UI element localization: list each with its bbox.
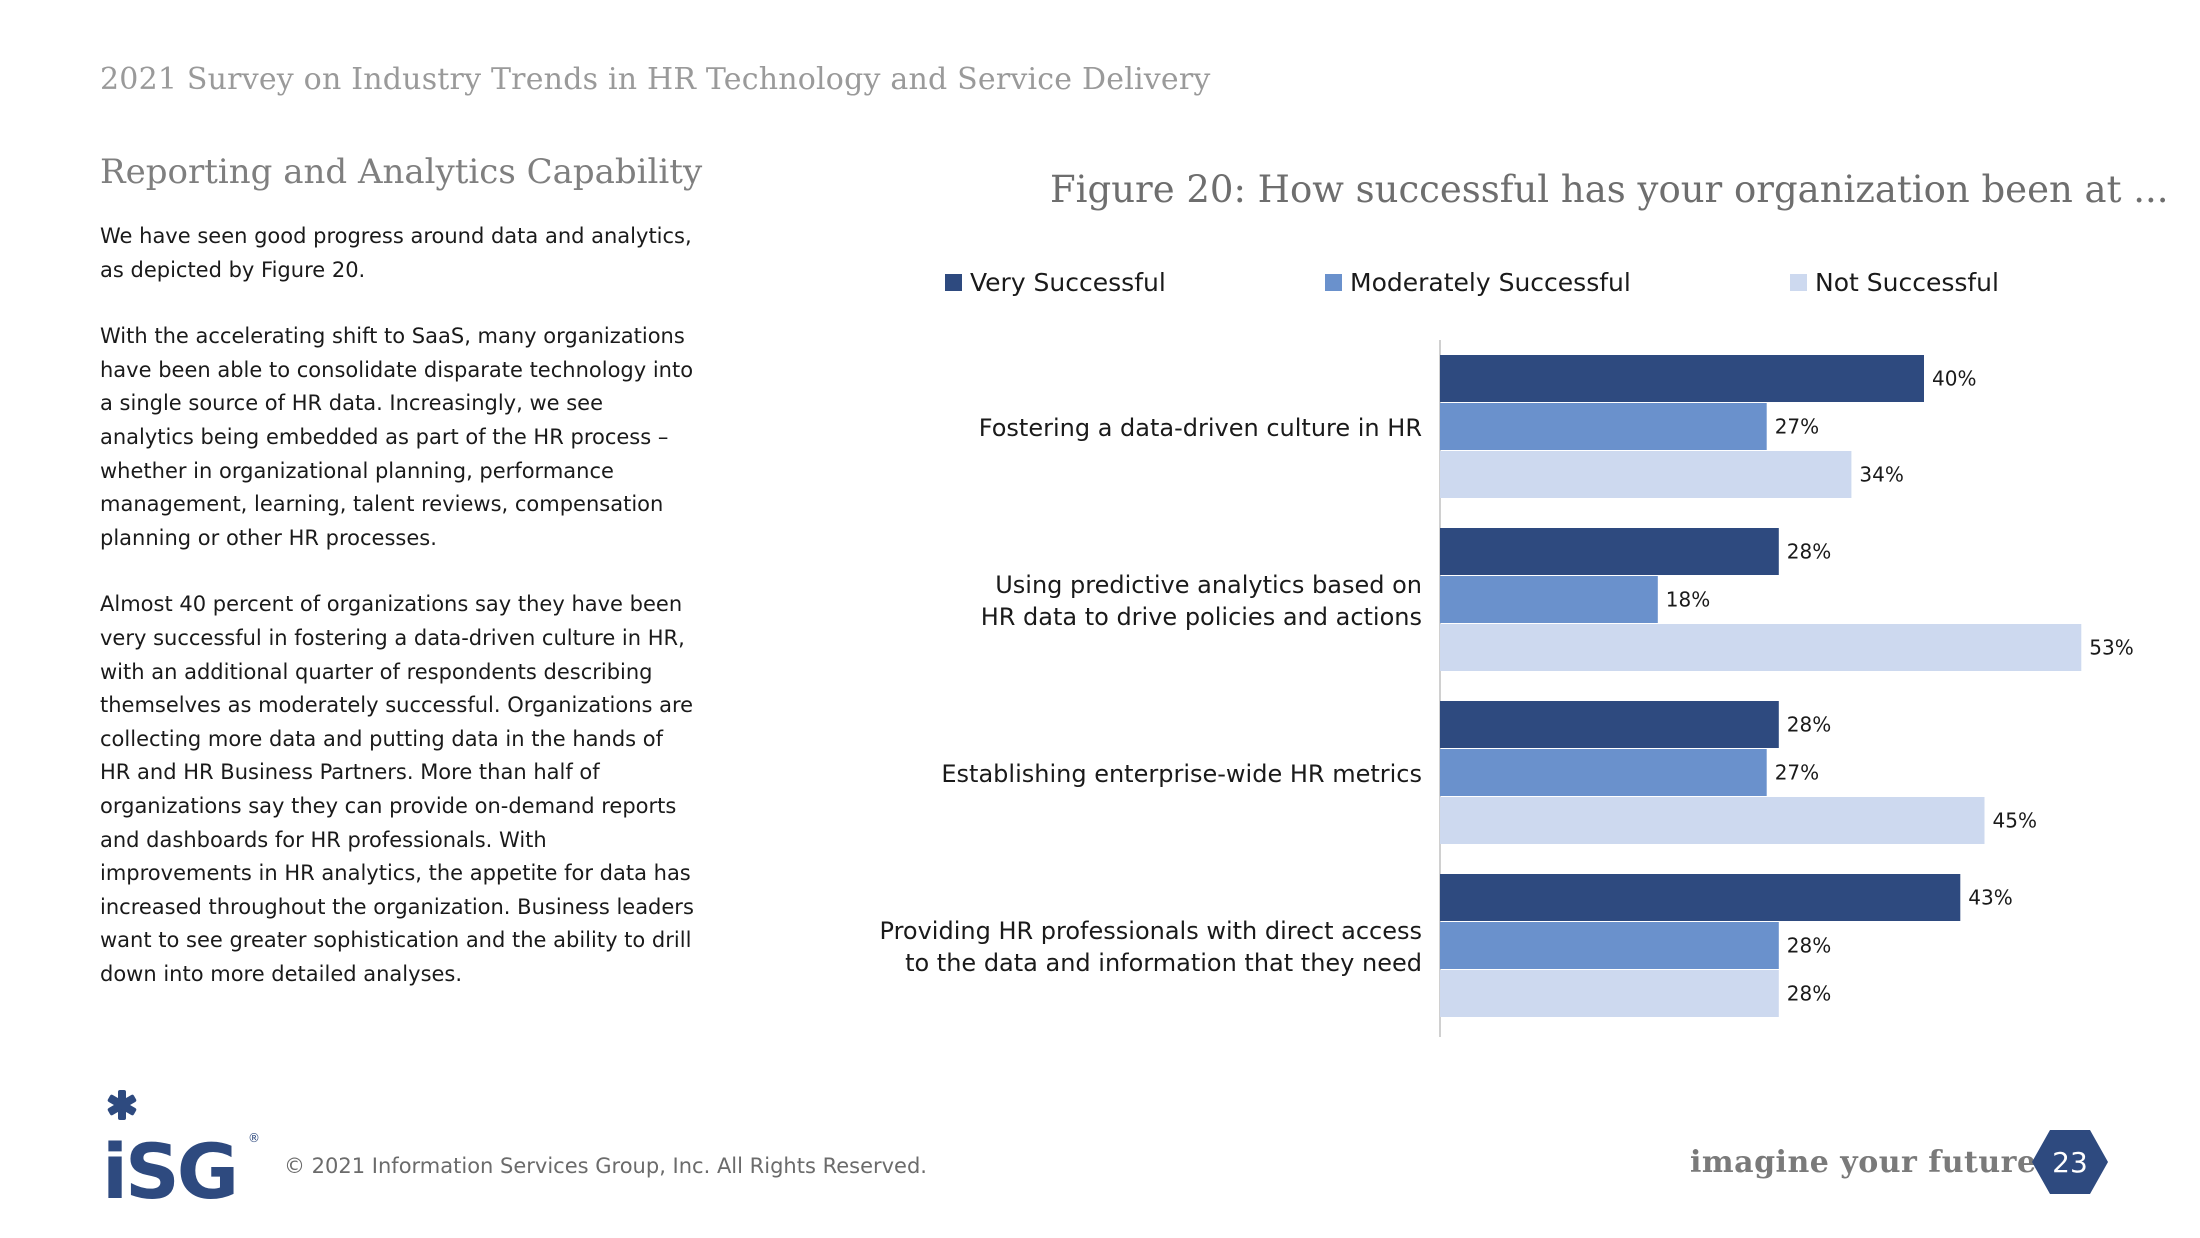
category-label: Providing HR professionals with direct a… — [880, 917, 1422, 945]
bar — [1440, 451, 1852, 498]
data-label: 27% — [1775, 415, 1819, 439]
asterisk-icon — [107, 1090, 137, 1120]
bar — [1440, 749, 1767, 796]
page-number: 23 — [2052, 1145, 2088, 1179]
bar — [1440, 355, 1924, 402]
isg-logo: iSG ® — [102, 1090, 260, 1210]
category-label: Using predictive analytics based on — [995, 571, 1422, 599]
bar — [1440, 528, 1779, 575]
bar — [1440, 576, 1658, 623]
figure-title: Figure 20: How successful has your organ… — [1050, 168, 2169, 211]
legend-item-very-successful: Very Successful — [945, 268, 1166, 297]
bar — [1440, 403, 1767, 450]
legend-label: Not Successful — [1815, 268, 1999, 297]
paragraph: We have seen good progress around data a… — [100, 224, 692, 282]
bar — [1440, 874, 1961, 921]
page-badge-hexagon — [2032, 1130, 2108, 1194]
data-label: 27% — [1775, 761, 1819, 785]
legend-label: Moderately Successful — [1350, 268, 1631, 297]
data-label: 34% — [1859, 463, 1903, 487]
copyright-text: © 2021 Information Services Group, Inc. … — [284, 1154, 927, 1178]
data-label: 18% — [1666, 588, 1710, 612]
logo-registered-mark: ® — [248, 1131, 260, 1145]
tagline: imagine your future® — [1690, 1145, 2049, 1180]
body-text: We have seen good progress around data a… — [100, 220, 700, 1024]
logo-text: iSG — [102, 1127, 236, 1210]
category-label: Fostering a data-driven culture in HR — [979, 414, 1422, 442]
data-label: 28% — [1787, 713, 1831, 737]
data-label: 40% — [1932, 367, 1976, 391]
data-label: 28% — [1787, 982, 1831, 1006]
data-label: 43% — [1968, 886, 2012, 910]
category-label: HR data to drive policies and actions — [981, 603, 1422, 631]
bar — [1440, 970, 1779, 1017]
tagline-text: imagine your future — [1690, 1145, 2037, 1180]
data-label: 28% — [1787, 934, 1831, 958]
legend-swatch — [1790, 274, 1807, 291]
bar — [1440, 624, 2082, 671]
document-header: 2021 Survey on Industry Trends in HR Tec… — [100, 62, 1211, 97]
bar — [1440, 797, 1985, 844]
legend-item-not-successful: Not Successful — [1790, 268, 1999, 297]
data-label: 28% — [1787, 540, 1831, 564]
data-label: 45% — [1993, 809, 2037, 833]
bar — [1440, 922, 1779, 969]
bar — [1440, 701, 1779, 748]
paragraph: With the accelerating shift to SaaS, man… — [100, 324, 694, 550]
section-title: Reporting and Analytics Capability — [100, 152, 703, 192]
legend-label: Very Successful — [970, 268, 1166, 297]
data-label: 53% — [2089, 636, 2133, 660]
legend-swatch — [1325, 274, 1342, 291]
category-label: to the data and information that they ne… — [905, 949, 1422, 977]
legend-swatch — [945, 274, 962, 291]
category-label: Establishing enterprise-wide HR metrics — [941, 760, 1422, 788]
paragraph: Almost 40 percent of organizations say t… — [100, 592, 694, 986]
legend-item-moderately-successful: Moderately Successful — [1325, 268, 1631, 297]
